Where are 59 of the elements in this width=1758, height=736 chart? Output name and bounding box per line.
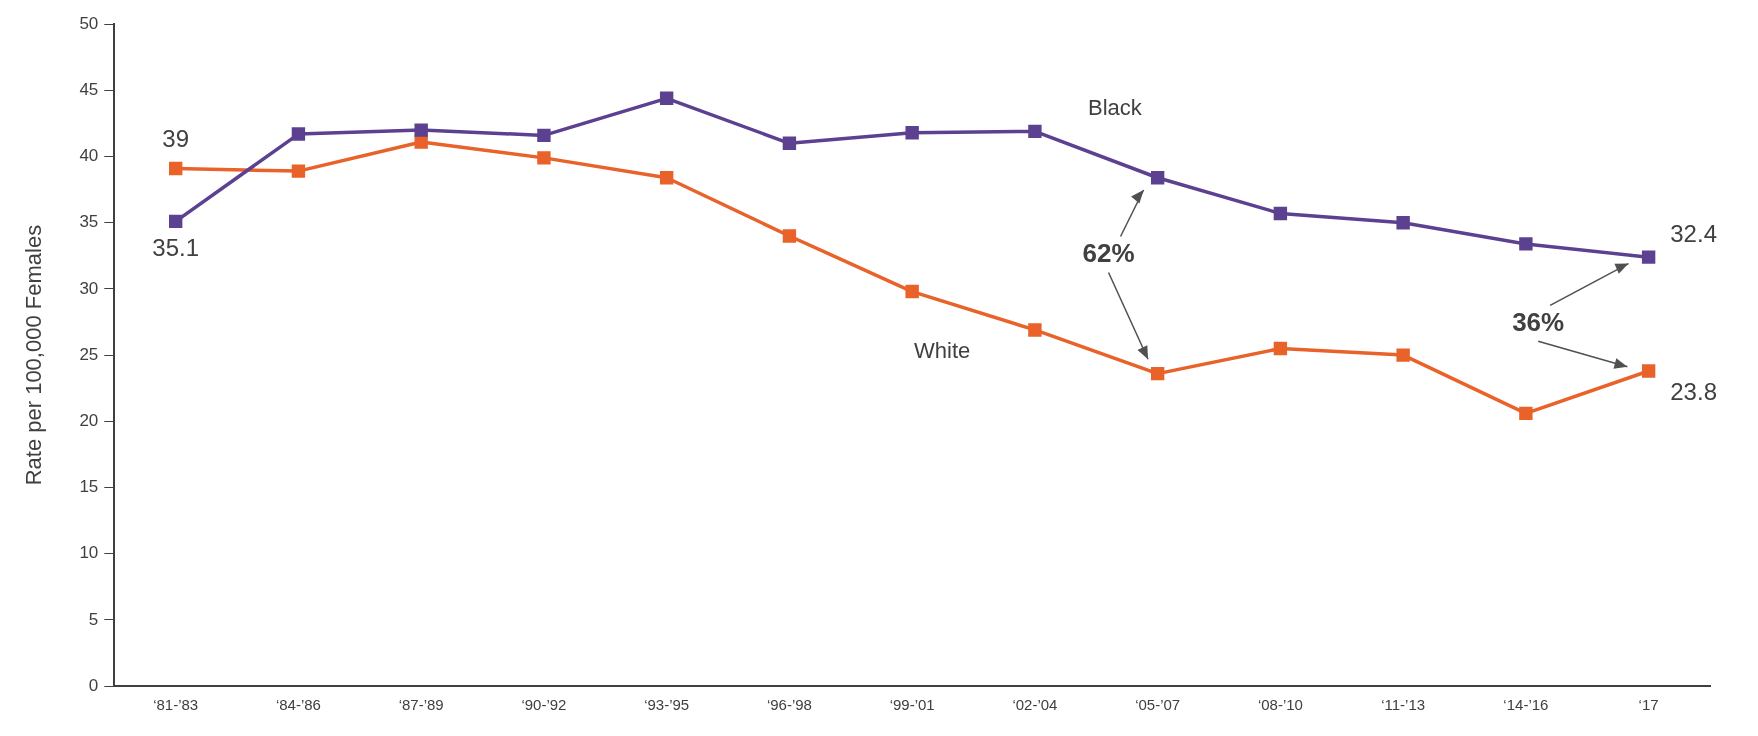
x-tick-label: ‘81-’83 xyxy=(153,696,199,714)
y-tick-label: 10 xyxy=(79,543,99,563)
point xyxy=(1641,250,1656,264)
point xyxy=(1273,341,1288,356)
point xyxy=(782,229,797,243)
y-tick-label: 0 xyxy=(88,675,99,695)
point xyxy=(1028,323,1042,337)
point xyxy=(414,123,428,137)
y-axis-title: Rate per 100,000 Females xyxy=(21,224,47,486)
point xyxy=(1150,366,1165,381)
point xyxy=(537,128,551,143)
point xyxy=(168,214,183,229)
y-tick-label: 35 xyxy=(79,212,99,232)
point xyxy=(905,126,919,140)
point xyxy=(1641,364,1656,378)
x-tick-label: ‘14-’16 xyxy=(1503,696,1549,714)
x-tick-label: ‘93-’95 xyxy=(644,696,690,714)
x-tick-label: ‘05-’07 xyxy=(1135,696,1181,714)
x-tick-label: ‘02-’04 xyxy=(1012,696,1058,714)
series-label: Black xyxy=(1088,95,1143,121)
point xyxy=(1273,206,1288,221)
y-tick-label: 15 xyxy=(79,477,99,497)
point xyxy=(1519,237,1533,251)
y-tick-label: 20 xyxy=(79,410,99,430)
point xyxy=(659,171,674,185)
data-label: 39 xyxy=(162,125,190,153)
x-tick-label: ‘96-’98 xyxy=(766,696,812,714)
point xyxy=(1028,124,1042,139)
point xyxy=(1396,216,1410,230)
point xyxy=(168,161,183,176)
point xyxy=(291,127,306,141)
annotation: 36% xyxy=(1512,306,1565,337)
point xyxy=(537,151,551,165)
x-tick-label: ‘17 xyxy=(1638,696,1659,714)
x-tick-label: ‘08-’10 xyxy=(1257,696,1303,714)
y-tick-label: 40 xyxy=(79,146,99,166)
point xyxy=(782,136,797,151)
point xyxy=(659,91,674,106)
annotation: 62% xyxy=(1082,237,1135,268)
y-tick-label: 45 xyxy=(79,80,99,100)
data-label: 23.8 xyxy=(1670,377,1717,405)
point xyxy=(905,284,919,299)
y-tick-label: 30 xyxy=(79,278,99,298)
x-tick-label: ‘84-’86 xyxy=(275,696,321,714)
point xyxy=(291,164,306,178)
point xyxy=(1519,406,1533,421)
series-label: White xyxy=(914,337,971,363)
x-tick-label: ‘87-’89 xyxy=(398,696,444,714)
x-tick-label: ‘11-’13 xyxy=(1381,696,1426,714)
data-label: 35.1 xyxy=(152,234,200,262)
data-label: 32.4 xyxy=(1670,219,1717,247)
point xyxy=(414,135,428,149)
y-tick-label: 50 xyxy=(79,13,99,33)
x-tick-label: ‘90-’92 xyxy=(521,696,567,714)
point xyxy=(1150,171,1165,185)
point xyxy=(1396,348,1410,362)
x-tick-label: ‘99-’01 xyxy=(889,696,935,714)
y-tick-label: 5 xyxy=(88,609,99,629)
y-tick-label: 25 xyxy=(79,344,99,364)
